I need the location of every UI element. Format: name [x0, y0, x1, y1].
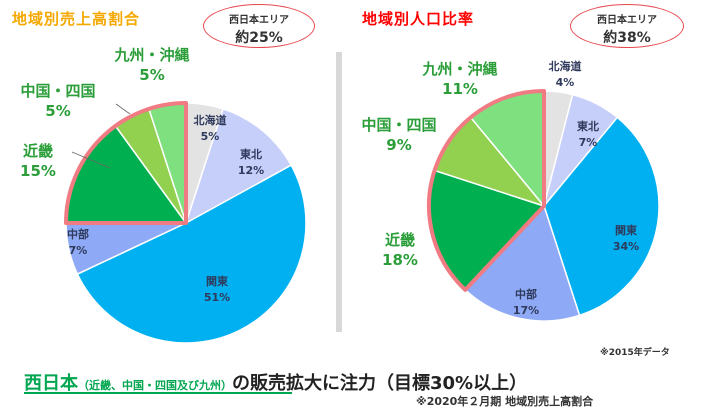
right-label-kyushu-okinawa: 九州・沖縄 11%	[421, 60, 497, 98]
right-label-chubu: 中部 17%	[513, 287, 539, 317]
left-pie-chart: 北海道 5% 東北 12% 関東 51% 中部 7% 近畿 15% 中国・四国 5% 九州・沖縄 5%	[20, 46, 307, 344]
right-label-kyushu-okinawa-value: 11%	[442, 80, 478, 98]
right-slice-chubu	[464, 204, 581, 322]
left-label-chubu-value: 7%	[69, 244, 88, 257]
right-label-chubu-name: 中部	[515, 287, 537, 301]
left-label-chugoku-shikoku: 中国・四国 5%	[20, 82, 95, 120]
left-slice-tohoku	[184, 107, 293, 225]
left-slice-kanto	[76, 164, 307, 344]
left-label-kinki: 近畿 15%	[20, 142, 56, 180]
right-label-tohoku-name: 東北	[577, 119, 599, 133]
bottom-sub-note: ※2020年２月期 地域別売上高割合	[416, 395, 594, 408]
right-chart-title: 地域別人口比率	[362, 10, 475, 28]
left-label-chubu-name: 中部	[67, 227, 89, 241]
left-label-tohoku-name: 東北	[240, 147, 262, 161]
bottom-message: 西日本（近畿、中国・四国及び九州）の販売拡大に注力（目標30%以上）	[24, 369, 527, 395]
bottom-message-regions: （近畿、中国・四国及び九州）	[78, 379, 232, 392]
left-label-hokkaido-value: 5%	[201, 130, 220, 143]
right-west-japan-callout: 西日本エリア 約38%	[570, 4, 684, 48]
right-label-chugoku-shikoku-name: 中国・四国	[361, 116, 436, 134]
left-leader-line	[71, 151, 111, 169]
left-label-tohoku: 東北 12%	[238, 147, 264, 177]
left-label-kyushu-okinawa-name: 九州・沖縄	[113, 46, 189, 64]
left-west-japan-callout: 西日本エリア 約25%	[203, 4, 315, 48]
right-label-tohoku: 東北 7%	[577, 119, 599, 149]
left-label-chugoku-shikoku-value: 5%	[45, 102, 70, 120]
left-callout-value: 約25%	[235, 30, 283, 46]
right-label-chugoku-shikoku: 中国・四国 9%	[361, 116, 436, 154]
right-label-hokkaido: 北海道 4%	[549, 59, 582, 89]
right-west-japan-outline	[427, 89, 546, 292]
right-label-kinki: 近畿 18%	[382, 231, 418, 269]
data-year-note: ※2015年データ	[600, 348, 670, 358]
right-callout-label: 西日本エリア	[597, 15, 657, 26]
left-label-kyushu-okinawa-value: 5%	[139, 66, 164, 84]
left-label-kanto-value: 51%	[204, 291, 230, 304]
right-callout-value: 約38%	[603, 30, 651, 46]
bottom-message-underline	[24, 392, 292, 394]
left-label-kinki-value: 15%	[20, 162, 56, 180]
right-label-hokkaido-name: 北海道	[549, 59, 582, 73]
right-label-kanto: 関東 34%	[613, 223, 639, 253]
right-label-kanto-name: 関東	[615, 223, 638, 237]
left-leader-line	[115, 103, 131, 115]
left-label-hokkaido-name: 北海道	[194, 113, 227, 127]
right-slice-kanto	[543, 116, 660, 317]
bottom-message-prefix: 西日本	[24, 373, 78, 394]
left-chart-title: 地域別売上高割合	[12, 10, 141, 28]
left-label-chubu: 中部 7%	[67, 227, 89, 257]
left-west-japan-outline	[64, 101, 188, 225]
left-label-kanto-name: 関東	[206, 274, 229, 288]
right-pie-chart: 北海道 4% 東北 7% 関東 34% 中部 17% 近畿 18% 中国・四国 9% 九州・沖縄 11%	[361, 59, 660, 322]
left-label-kinki-name: 近畿	[23, 142, 53, 160]
left-callout-label: 西日本エリア	[229, 15, 289, 26]
bottom-message-rest: の販売拡大に注力（目標30%以上）	[232, 373, 528, 394]
right-label-hokkaido-value: 4%	[556, 76, 575, 89]
left-label-kanto: 関東 51%	[204, 274, 230, 304]
right-label-tohoku-value: 7%	[579, 136, 598, 149]
left-label-hokkaido: 北海道 5%	[194, 113, 227, 143]
left-label-tohoku-value: 12%	[238, 164, 264, 177]
right-label-kyushu-okinawa-name: 九州・沖縄	[421, 60, 497, 78]
chart-divider	[336, 52, 342, 332]
right-label-kinki-name: 近畿	[385, 231, 415, 249]
right-label-chugoku-shikoku-value: 9%	[386, 136, 411, 154]
right-label-kinki-value: 18%	[382, 251, 418, 269]
right-label-kanto-value: 34%	[613, 240, 639, 253]
left-label-chugoku-shikoku-name: 中国・四国	[20, 82, 95, 100]
left-label-kyushu-okinawa: 九州・沖縄 5%	[113, 46, 189, 84]
right-label-chubu-value: 17%	[513, 304, 539, 317]
